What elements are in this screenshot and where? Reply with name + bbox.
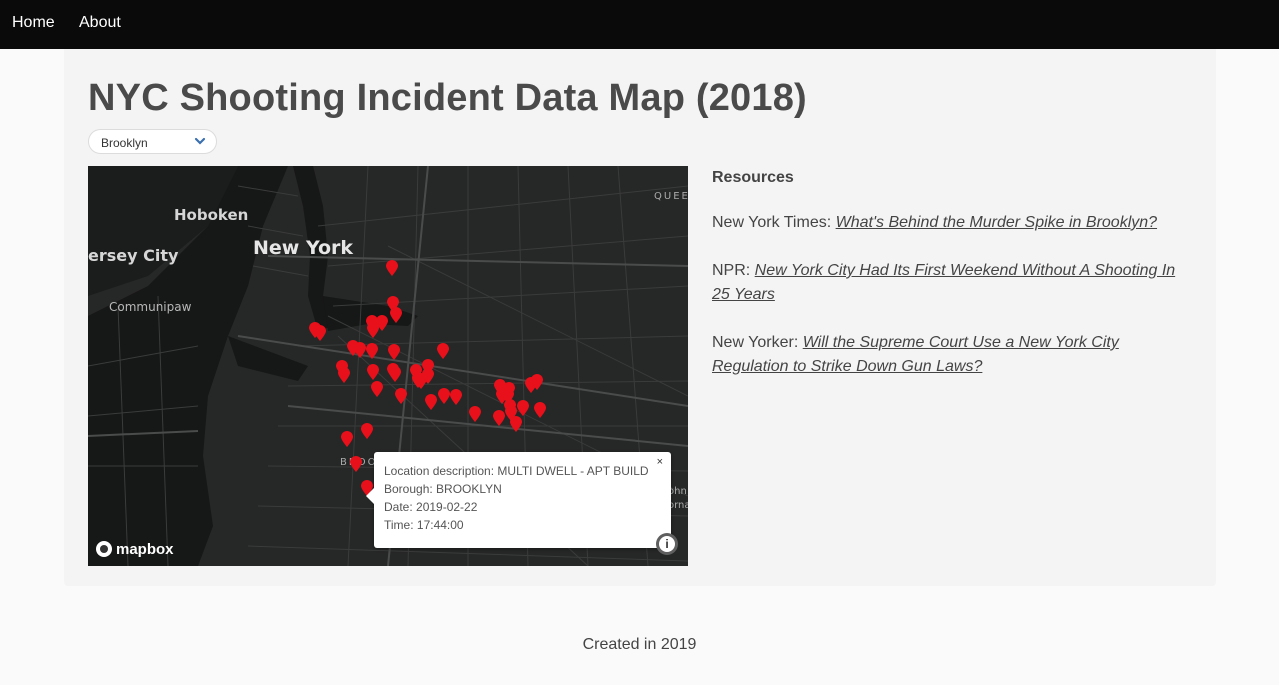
incident-marker[interactable]	[425, 394, 437, 410]
incident-marker[interactable]	[438, 388, 450, 404]
resource-item-new-yorker: New Yorker: Will the Supreme Court Use a…	[712, 331, 1182, 379]
incident-marker[interactable]	[366, 343, 378, 359]
incident-marker[interactable]	[510, 416, 522, 432]
incident-marker[interactable]	[517, 400, 529, 416]
page-title: NYC Shooting Incident Data Map (2018)	[88, 77, 807, 119]
incident-marker[interactable]	[388, 344, 400, 360]
popup-close-button[interactable]: ×	[656, 456, 663, 468]
resource-link-nyt[interactable]: What's Behind the Murder Spike in Brookl…	[835, 214, 1158, 231]
incident-marker[interactable]	[469, 406, 481, 422]
incident-marker[interactable]	[376, 315, 388, 331]
mapbox-icon	[96, 541, 112, 557]
map-label-ornament: orna	[668, 500, 688, 511]
resource-item-npr: NPR: New York City Had Its First Weekend…	[712, 259, 1182, 307]
popup-date: Date: 2019-02-22	[384, 500, 478, 514]
incident-marker[interactable]	[496, 388, 508, 404]
map-label-queens: QUEE	[654, 191, 688, 202]
resource-link-new-yorker[interactable]: Will the Supreme Court Use a New York Ci…	[712, 334, 1119, 375]
resource-link-npr[interactable]: New York City Had Its First Weekend With…	[712, 262, 1176, 303]
top-navbar: Home About	[0, 0, 1279, 49]
map-label-new-york: New York	[253, 237, 354, 259]
nav-home-link[interactable]: Home	[12, 14, 55, 31]
mapbox-logo[interactable]: mapbox	[96, 539, 174, 559]
incident-marker[interactable]	[395, 388, 407, 404]
incident-marker[interactable]	[450, 389, 462, 405]
resource-source: New York Times:	[712, 214, 836, 231]
incident-marker[interactable]	[350, 456, 362, 472]
map-label-hoboken: Hoboken	[174, 206, 249, 224]
popup-location: Location description: MULTI DWELL - APT …	[384, 464, 649, 478]
map-label-jersey-city: ersey City	[88, 246, 179, 265]
mapbox-logo-text: mapbox	[116, 540, 174, 558]
incident-marker[interactable]	[338, 367, 350, 383]
resources-section: Resources New York Times: What's Behind …	[712, 169, 1182, 403]
incident-marker[interactable]	[531, 374, 543, 390]
borough-select-value: Brooklyn	[101, 136, 148, 150]
incident-marker[interactable]	[437, 343, 449, 359]
incident-marker[interactable]	[389, 366, 401, 382]
map-label-johnston: ohn	[668, 486, 687, 497]
incident-marker[interactable]	[361, 423, 373, 439]
attribution-info-button[interactable]: i	[656, 533, 678, 555]
incident-marker[interactable]	[412, 372, 424, 388]
map-label-communipaw: Communipaw	[109, 300, 192, 314]
incident-marker[interactable]	[341, 431, 353, 447]
resource-item-nyt: New York Times: What's Behind the Murder…	[712, 211, 1182, 235]
incident-marker[interactable]	[390, 307, 402, 323]
chevron-down-icon	[194, 137, 206, 145]
incident-marker[interactable]	[534, 402, 546, 418]
popup-borough: Borough: BROOKLYN	[384, 482, 502, 496]
incident-marker[interactable]	[367, 364, 379, 380]
nav-about-link[interactable]: About	[79, 14, 121, 31]
main-panel: NYC Shooting Incident Data Map (2018) Br…	[64, 49, 1216, 586]
incident-marker[interactable]	[493, 410, 505, 426]
incident-marker[interactable]	[371, 381, 383, 397]
incident-popup: × Location description: MULTI DWELL - AP…	[366, 452, 671, 548]
resources-heading: Resources	[712, 169, 794, 186]
shooting-map[interactable]: Hoboken New York ersey City Communipaw Q…	[88, 166, 688, 566]
resource-source: NPR:	[712, 262, 755, 279]
incident-marker[interactable]	[386, 260, 398, 276]
incident-marker[interactable]	[354, 342, 366, 358]
borough-select[interactable]: Brooklyn	[88, 129, 217, 154]
info-icon: i	[659, 536, 675, 552]
popup-time: Time: 17:44:00	[384, 518, 464, 532]
footer-text: Created in 2019	[582, 636, 697, 653]
incident-marker[interactable]	[367, 322, 379, 338]
incident-marker[interactable]	[314, 325, 326, 341]
incident-marker[interactable]	[422, 368, 434, 384]
resource-source: New Yorker:	[712, 334, 803, 351]
